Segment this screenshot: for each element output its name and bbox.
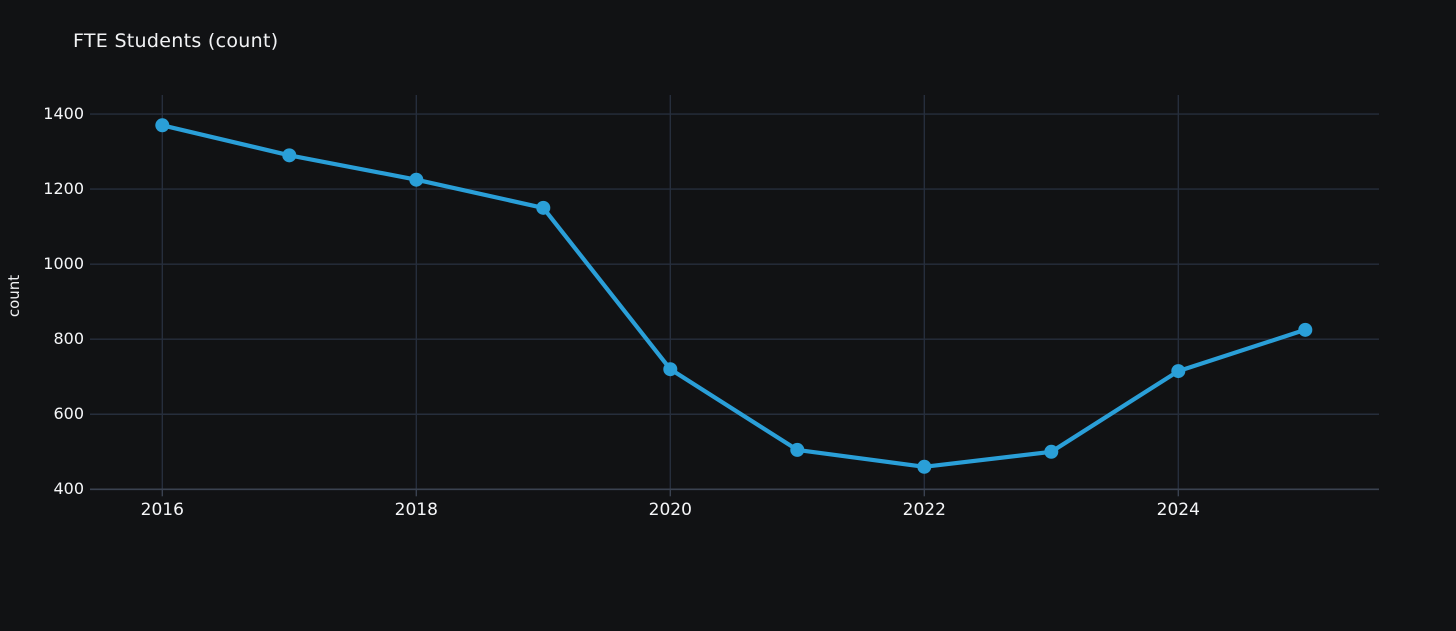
y-tick-label: 600: [53, 404, 84, 424]
x-tick-label: 2018: [394, 500, 438, 521]
data-point-marker[interactable]: [1044, 444, 1059, 459]
series-line: [160, 123, 1308, 469]
y-tick-label: 1200: [43, 179, 84, 199]
y-tick-label: 1400: [43, 104, 84, 124]
y-axis-title: count: [5, 274, 23, 318]
data-point-marker[interactable]: [282, 148, 297, 163]
data-point-marker[interactable]: [790, 442, 805, 457]
data-point-marker[interactable]: [1298, 322, 1313, 337]
data-point-marker[interactable]: [409, 172, 424, 187]
data-point-marker[interactable]: [1171, 364, 1186, 379]
data-point-marker[interactable]: [917, 459, 932, 474]
data-point-marker[interactable]: [155, 118, 170, 133]
x-tick-label: 2020: [648, 500, 692, 521]
x-tick-label: 2016: [140, 500, 184, 521]
y-tick-label: 400: [53, 479, 84, 499]
x-tick-label: 2022: [902, 500, 946, 521]
y-tick-label: 1000: [43, 254, 84, 274]
data-point-marker[interactable]: [663, 362, 678, 377]
x-tick-label: 2024: [1156, 500, 1200, 521]
chart-title: FTE Students (count): [73, 30, 279, 52]
y-tick-label: 800: [53, 329, 84, 349]
data-point-marker[interactable]: [536, 200, 551, 215]
